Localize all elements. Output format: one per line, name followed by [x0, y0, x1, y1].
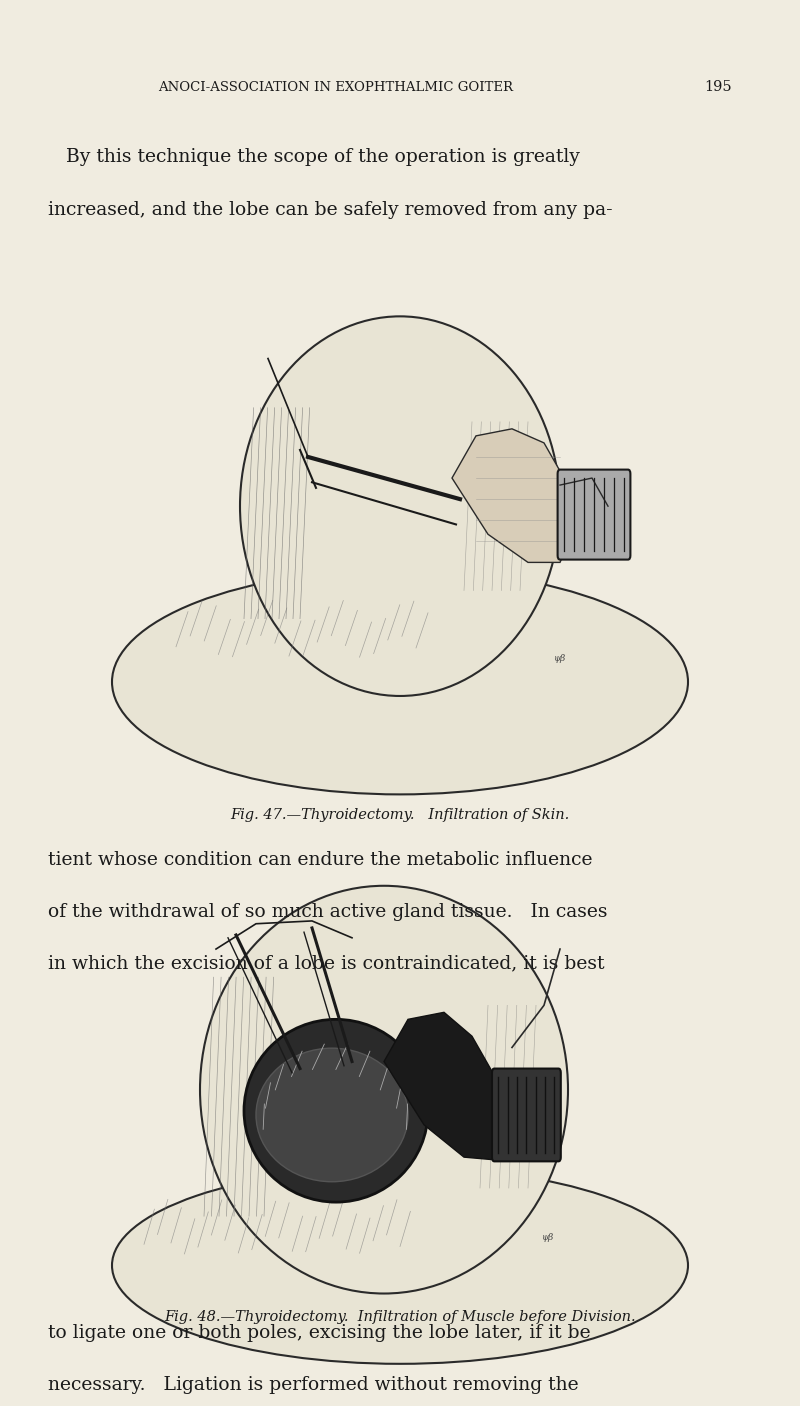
FancyBboxPatch shape	[492, 1069, 561, 1161]
Text: Fig. 47.—Thyroidectomy.   Infiltration of Skin.: Fig. 47.—Thyroidectomy. Infiltration of …	[230, 808, 570, 823]
Ellipse shape	[112, 569, 688, 794]
Text: tient whose condition can endure the metabolic influence: tient whose condition can endure the met…	[48, 851, 593, 869]
Polygon shape	[384, 1012, 508, 1160]
Text: ψβ: ψβ	[554, 654, 566, 662]
Text: increased, and the lobe can be safely removed from any pa-: increased, and the lobe can be safely re…	[48, 201, 613, 219]
Text: in which the excision of a lobe is contraindicated, it is best: in which the excision of a lobe is contr…	[48, 955, 605, 973]
Text: By this technique the scope of the operation is greatly: By this technique the scope of the opera…	[48, 148, 580, 166]
Text: ANOCI-ASSOCIATION IN EXOPHTHALMIC GOITER: ANOCI-ASSOCIATION IN EXOPHTHALMIC GOITER	[158, 80, 514, 94]
Text: 195: 195	[704, 80, 732, 94]
FancyBboxPatch shape	[558, 470, 630, 560]
Ellipse shape	[244, 1019, 428, 1202]
Text: to ligate one or both poles, excising the lobe later, if it be: to ligate one or both poles, excising th…	[48, 1324, 590, 1343]
Ellipse shape	[112, 1167, 688, 1364]
Text: of the withdrawal of so much active gland tissue.   In cases: of the withdrawal of so much active glan…	[48, 903, 607, 921]
Text: ψβ: ψβ	[542, 1233, 554, 1241]
Ellipse shape	[256, 1049, 408, 1181]
Text: necessary.   Ligation is performed without removing the: necessary. Ligation is performed without…	[48, 1376, 578, 1395]
Polygon shape	[452, 429, 576, 562]
Ellipse shape	[200, 886, 568, 1294]
Text: Fig. 48.—Thyroidectomy.  Infiltration of Muscle before Division.: Fig. 48.—Thyroidectomy. Infiltration of …	[164, 1310, 636, 1324]
Ellipse shape	[240, 316, 560, 696]
